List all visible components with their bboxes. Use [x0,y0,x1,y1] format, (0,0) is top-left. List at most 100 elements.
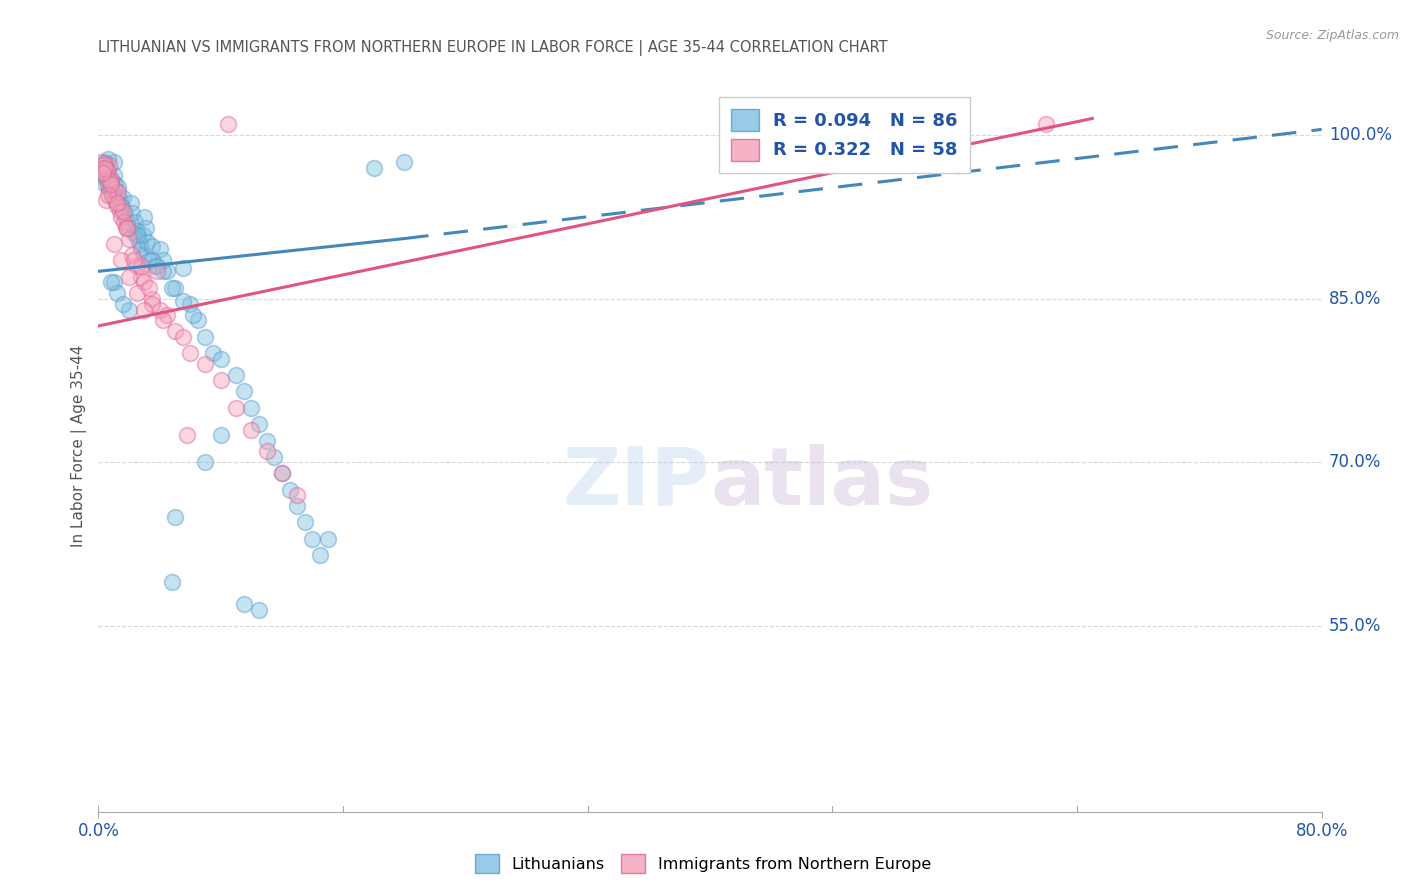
Point [107,180,129,194]
Point [93,166,115,180]
Point [129,259,152,273]
Point [285,488,308,502]
Point [145,259,167,273]
Point [97,152,120,166]
Point [125,286,148,301]
Point [105,185,128,199]
Point [181,308,204,322]
Point [127,231,149,245]
Point [309,548,332,562]
Point [90,161,112,175]
Point [110,199,132,213]
Point [145,264,167,278]
Point [187,313,209,327]
Point [149,302,172,317]
Point [117,215,139,229]
Point [110,199,132,213]
Point [240,401,263,415]
Point [232,384,254,399]
Point [270,467,294,481]
Text: 100.0%: 100.0% [1329,126,1392,144]
Point [100,171,122,186]
Point [112,204,135,219]
Point [172,330,194,344]
Point [108,194,131,208]
Point [141,292,163,306]
Point [121,248,143,262]
Point [125,224,148,238]
Point [141,253,163,268]
Text: atlas: atlas [710,443,934,522]
Text: 85.0%: 85.0% [1329,290,1381,308]
Point [209,351,232,366]
Point [232,597,254,611]
Text: 70.0%: 70.0% [1329,453,1381,471]
Point [110,253,132,268]
Point [115,210,138,224]
Point [105,199,128,213]
Point [301,532,323,546]
Point [163,510,186,524]
Point [125,228,148,243]
Point [179,297,201,311]
Point [115,220,138,235]
Point [294,516,316,530]
Point [132,228,155,243]
Point [98,174,121,188]
Point [160,575,183,590]
Point [93,157,115,171]
Point [98,182,121,196]
Point [100,177,122,191]
Point [209,428,232,442]
Point [160,281,183,295]
Point [392,155,416,169]
Point [163,324,186,338]
Point [96,171,118,186]
Point [118,231,141,245]
Point [108,204,131,219]
Point [90,155,112,169]
Point [100,275,122,289]
Point [117,220,139,235]
Point [110,210,132,224]
Point [122,253,145,268]
Point [104,177,127,191]
Point [163,281,186,295]
Point [104,194,127,208]
Point [247,417,270,432]
Point [141,297,163,311]
Point [270,467,294,481]
Point [125,259,148,273]
Point [143,259,166,273]
Point [194,330,217,344]
Point [93,157,115,171]
Point [118,302,141,317]
Point [94,171,117,186]
Point [176,428,198,442]
Point [97,162,120,177]
Point [91,161,114,175]
Y-axis label: In Labor Force | Age 35-44: In Labor Force | Age 35-44 [72,345,87,547]
Point [194,455,217,469]
Legend: Lithuanians, Immigrants from Northern Europe: Lithuanians, Immigrants from Northern Eu… [468,847,938,880]
Point [172,261,194,276]
Point [121,206,143,220]
Point [240,423,263,437]
Point [103,275,125,289]
Point [96,162,118,177]
Point [152,313,174,327]
Point [103,168,125,182]
Point [135,220,157,235]
Point [111,297,134,311]
Text: Source: ZipAtlas.com: Source: ZipAtlas.com [1265,29,1399,42]
Point [136,235,159,249]
Point [101,188,124,202]
Point [149,243,172,257]
Point [94,194,117,208]
Point [217,117,239,131]
Point [202,346,225,360]
Point [120,195,142,210]
Legend: R = 0.094   N = 86, R = 0.322   N = 58: R = 0.094 N = 86, R = 0.322 N = 58 [718,96,970,173]
Text: ZIP: ZIP [562,443,710,522]
Point [141,239,163,253]
